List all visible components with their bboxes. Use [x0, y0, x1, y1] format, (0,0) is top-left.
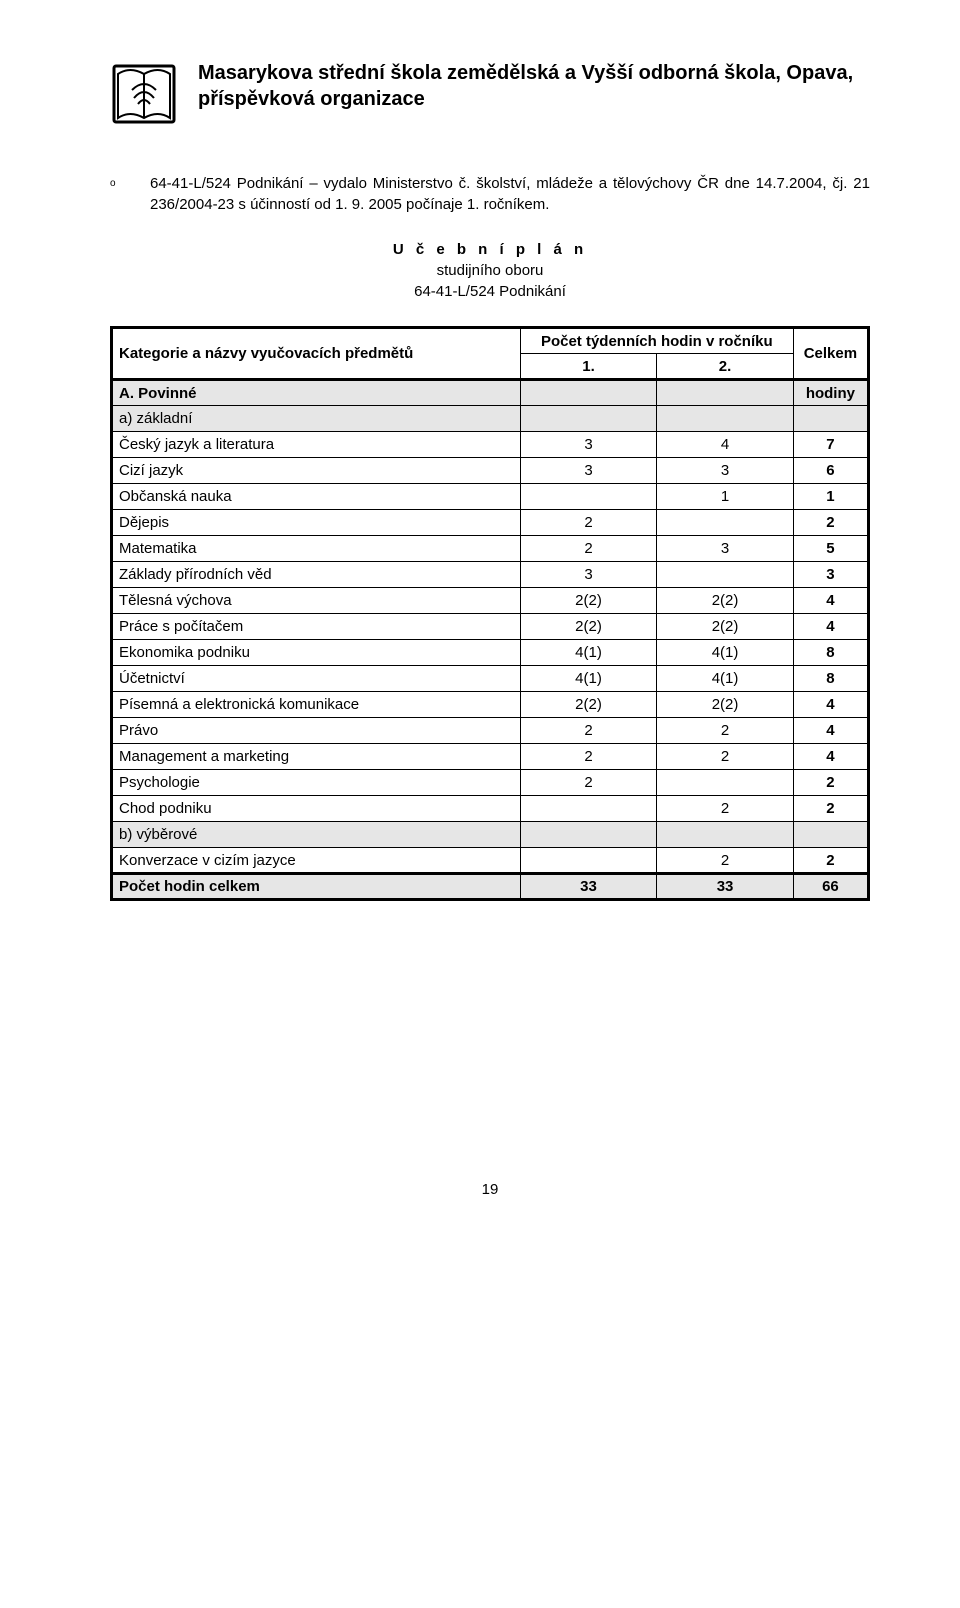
table-cell: 2: [520, 536, 657, 562]
row-total: 4: [793, 718, 868, 744]
school-name: Masarykova střední škola zemědělská a Vy…: [198, 60, 870, 112]
subsection-b-label: b) výběrové: [112, 822, 521, 848]
intro-text: 64-41-L/524 Podnikání – vydalo Ministers…: [150, 173, 870, 215]
table-cell: [520, 380, 657, 406]
subject-name: Účetnictví: [112, 666, 521, 692]
table-cell: 3: [657, 458, 794, 484]
bullet-icon: o: [110, 173, 150, 191]
table-cell: [657, 770, 794, 796]
total-label: Počet hodin celkem: [112, 874, 521, 900]
table-cell: 4(1): [657, 666, 794, 692]
header-weekly: Počet týdenních hodin v ročníku: [520, 328, 793, 354]
table-cell: 2: [520, 510, 657, 536]
row-total: 2: [793, 510, 868, 536]
subject-name: Občanská nauka: [112, 484, 521, 510]
table-cell: [657, 406, 794, 432]
header-col-1: 1.: [520, 354, 657, 380]
table-cell: 4(1): [657, 640, 794, 666]
table-cell: 2: [520, 770, 657, 796]
subsection-a-label: a) základní: [112, 406, 521, 432]
subject-name: Konverzace v cizím jazyce: [112, 848, 521, 874]
table-cell: 2: [520, 718, 657, 744]
row-total: 8: [793, 666, 868, 692]
subject-name: Matematika: [112, 536, 521, 562]
table-cell: 4(1): [520, 666, 657, 692]
table-cell: 2(2): [520, 692, 657, 718]
subject-name: Psychologie: [112, 770, 521, 796]
subject-name: Chod podniku: [112, 796, 521, 822]
subject-name: Dějepis: [112, 510, 521, 536]
subject-name: Český jazyk a literatura: [112, 432, 521, 458]
subject-name: Právo: [112, 718, 521, 744]
intro-paragraph: o 64-41-L/524 Podnikání – vydalo Ministe…: [110, 173, 870, 215]
row-total: 4: [793, 588, 868, 614]
table-cell: 4(1): [520, 640, 657, 666]
page-number: 19: [110, 1181, 870, 1198]
row-total: 4: [793, 744, 868, 770]
header-col-2: 2.: [657, 354, 794, 380]
table-cell: [793, 406, 868, 432]
table-cell: [657, 380, 794, 406]
section-a-label: A. Povinné: [112, 380, 521, 406]
subject-name: Ekonomika podniku: [112, 640, 521, 666]
subject-name: Písemná a elektronická komunikace: [112, 692, 521, 718]
table-cell: [657, 510, 794, 536]
table-cell: 3: [657, 536, 794, 562]
subject-name: Tělesná výchova: [112, 588, 521, 614]
table-cell: 2: [657, 848, 794, 874]
table-cell: 2: [520, 744, 657, 770]
table-cell: 2: [657, 796, 794, 822]
subject-name: Základy přírodních věd: [112, 562, 521, 588]
plan-subtitle-2: 64-41-L/524 Podnikání: [110, 281, 870, 302]
row-total: 5: [793, 536, 868, 562]
row-total: 4: [793, 692, 868, 718]
header-category: Kategorie a názvy vyučovacích předmětů: [112, 328, 521, 380]
total-c2: 33: [657, 874, 794, 900]
subject-name: Cizí jazyk: [112, 458, 521, 484]
row-total: 3: [793, 562, 868, 588]
table-cell: [657, 822, 794, 848]
row-total: 2: [793, 770, 868, 796]
table-cell: [520, 406, 657, 432]
header-total: Celkem: [793, 328, 868, 380]
plan-title: U č e b n í p l á n: [110, 239, 870, 260]
total-sum: 66: [793, 874, 868, 900]
table-cell: [520, 796, 657, 822]
page: Masarykova střední škola zemědělská a Vy…: [0, 0, 960, 1238]
table-cell: 2: [657, 744, 794, 770]
curriculum-table: Kategorie a názvy vyučovacích předmětů P…: [110, 326, 870, 901]
document-header: Masarykova střední škola zemědělská a Vy…: [110, 60, 870, 133]
row-total: 4: [793, 614, 868, 640]
row-total: 2: [793, 848, 868, 874]
plan-heading: U č e b n í p l á n studijního oboru 64-…: [110, 239, 870, 302]
plan-subtitle-1: studijního oboru: [110, 260, 870, 281]
subject-name: Management a marketing: [112, 744, 521, 770]
table-cell: [520, 848, 657, 874]
table-cell: 2: [657, 718, 794, 744]
table-cell: 2(2): [657, 692, 794, 718]
row-total: 7: [793, 432, 868, 458]
row-total: 1: [793, 484, 868, 510]
table-cell: [793, 822, 868, 848]
table-cell: 2(2): [520, 614, 657, 640]
table-cell: 3: [520, 562, 657, 588]
section-a-right: hodiny: [793, 380, 868, 406]
table-cell: 3: [520, 458, 657, 484]
table-cell: 2(2): [657, 614, 794, 640]
table-cell: 1: [657, 484, 794, 510]
table-cell: [520, 822, 657, 848]
table-cell: [520, 484, 657, 510]
row-total: 6: [793, 458, 868, 484]
subject-name: Práce s počítačem: [112, 614, 521, 640]
row-total: 2: [793, 796, 868, 822]
table-cell: 2(2): [520, 588, 657, 614]
table-cell: 4: [657, 432, 794, 458]
table-cell: [657, 562, 794, 588]
total-c1: 33: [520, 874, 657, 900]
row-total: 8: [793, 640, 868, 666]
table-cell: 3: [520, 432, 657, 458]
school-logo: [110, 60, 178, 133]
table-cell: 2(2): [657, 588, 794, 614]
